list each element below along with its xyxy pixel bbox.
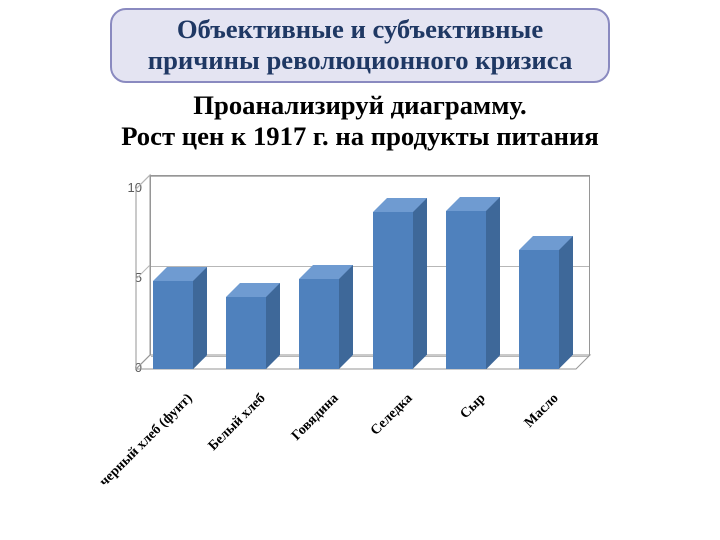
price-chart: 0510 черный хлеб (фунт)Белый хлебГовядин… [90, 165, 630, 465]
bar [226, 297, 266, 369]
bar [446, 211, 486, 369]
bar [373, 212, 413, 369]
bar-side [413, 198, 427, 369]
bar-front [153, 281, 193, 369]
bar-front [519, 250, 559, 369]
bar-front [299, 279, 339, 369]
slide-header-text: Объективные и субъективные причины револ… [148, 14, 573, 75]
bar-side [559, 236, 573, 369]
bar-side [339, 265, 353, 369]
bars-group [150, 175, 590, 355]
intro-line1: Проанализируй диаграмму. [0, 90, 720, 121]
slide: Объективные и субъективные причины револ… [0, 0, 720, 540]
bar-side [486, 197, 500, 369]
bar-side [266, 283, 280, 369]
slide-header: Объективные и субъективные причины револ… [110, 8, 610, 83]
intro-line2: Рост цен к 1917 г. на продукты питания [0, 121, 720, 152]
bar-front [446, 211, 486, 369]
bar [153, 281, 193, 369]
bar [299, 279, 339, 369]
x-axis-labels: черный хлеб (фунт)Белый хлебГовядинаСеле… [150, 387, 590, 477]
bar-front [373, 212, 413, 369]
bar [519, 250, 559, 369]
bar-side [193, 267, 207, 369]
bar-front [226, 297, 266, 369]
intro-block: Проанализируй диаграмму. Рост цен к 1917… [0, 90, 720, 151]
